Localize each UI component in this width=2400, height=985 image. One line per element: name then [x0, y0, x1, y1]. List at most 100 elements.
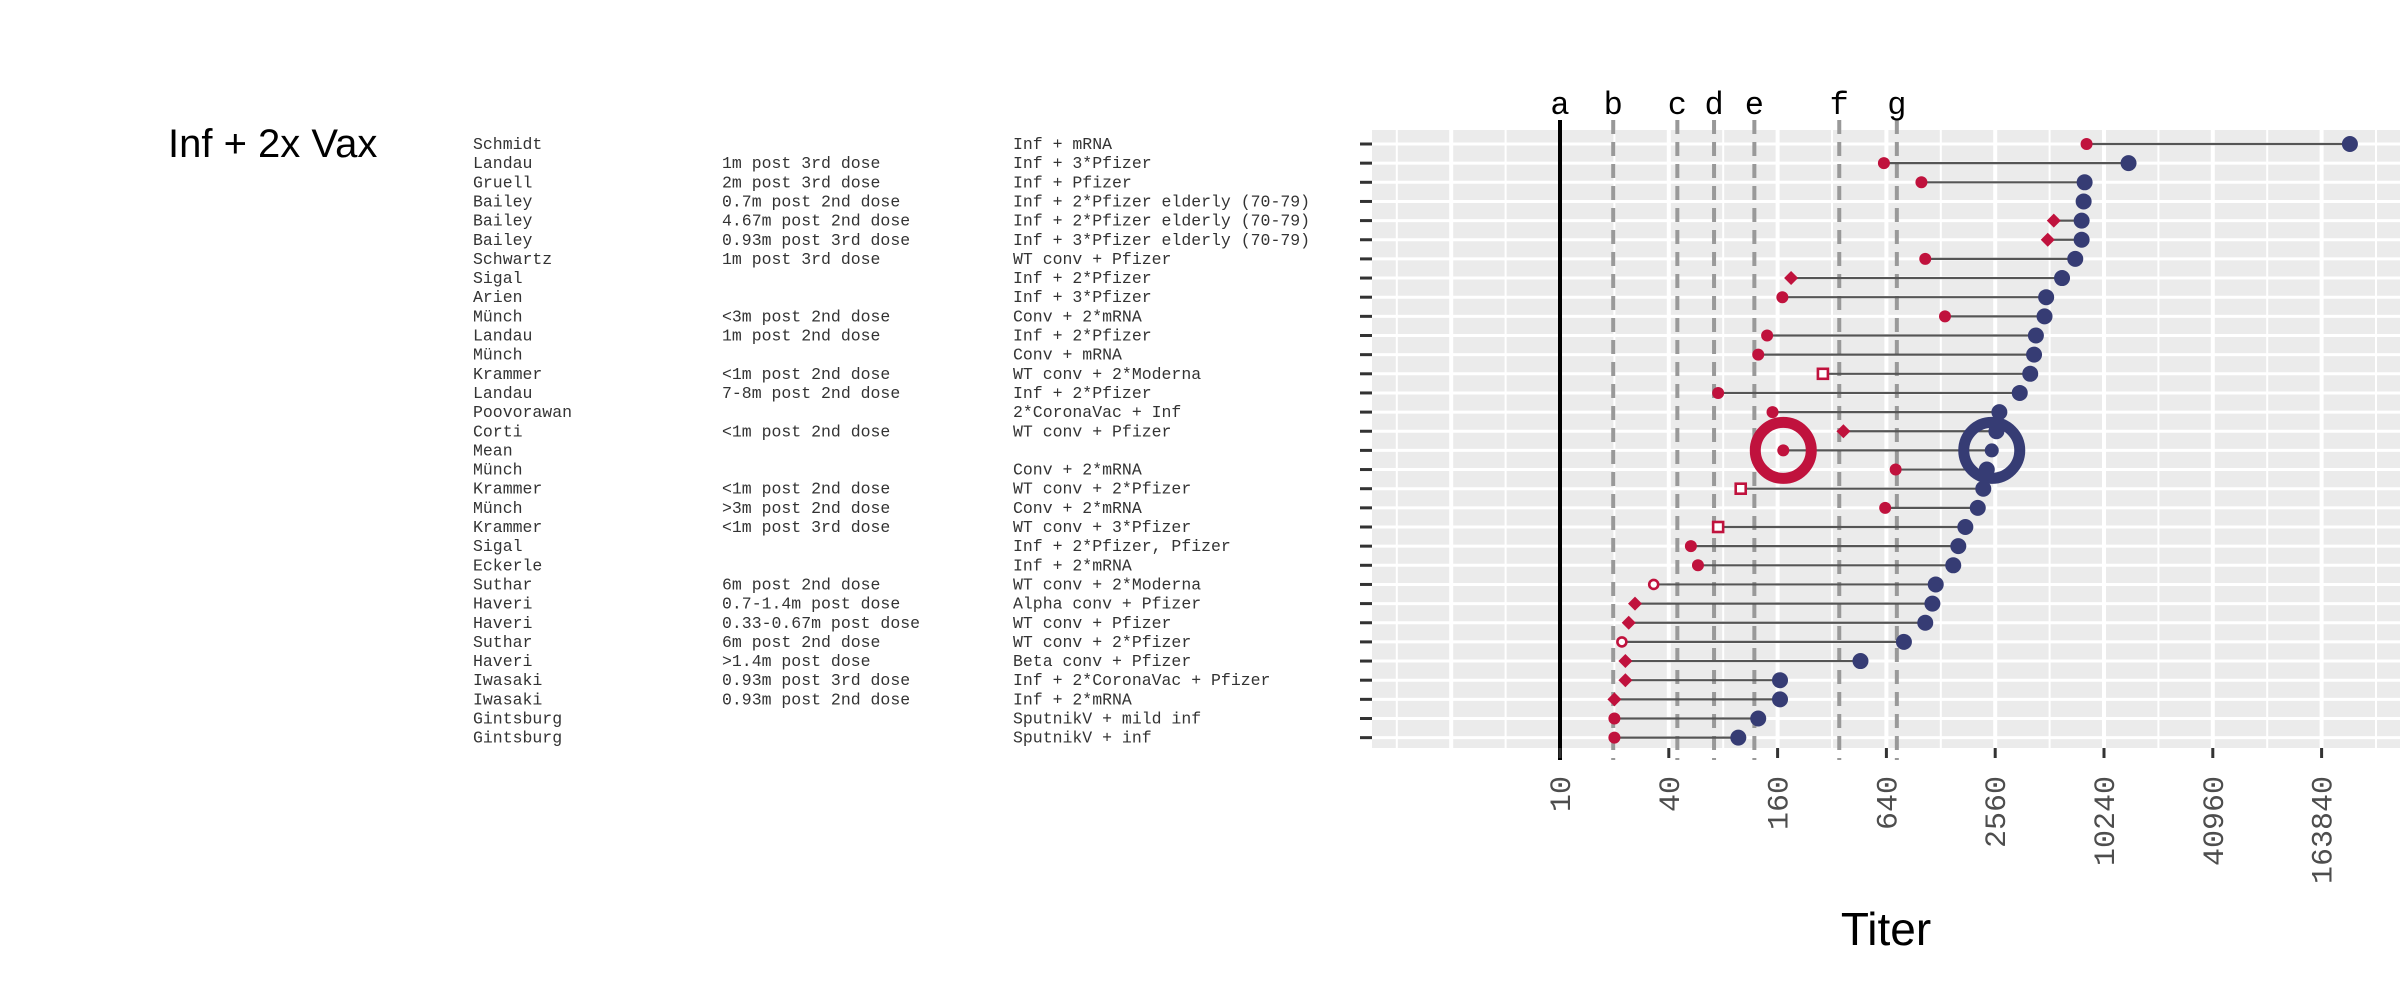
wt-point [1957, 519, 1974, 535]
row-label-study: Suthar [473, 633, 532, 652]
row-label-study: Landau [473, 384, 532, 403]
reference-line-label: e [1745, 87, 1764, 124]
wt-point [2120, 155, 2137, 172]
row-label-study: Mean [473, 441, 513, 460]
wt-point [2054, 270, 2071, 287]
reference-line-label: a [1550, 87, 1569, 124]
omicron-point [1761, 329, 1774, 342]
wt-point [1895, 633, 1912, 650]
omicron-point [1608, 712, 1621, 725]
wt-point [2075, 193, 2092, 210]
omicron-point [1627, 596, 1642, 611]
x-axis-title: Titer [1841, 903, 1931, 955]
reference-line-label: d [1704, 87, 1723, 124]
row-label-group: Inf + 2*Pfizer, Pfizer [1013, 537, 1231, 556]
row-label-study: Gintsburg [473, 729, 562, 748]
row-label-timing: 0.93m post 3rd dose [722, 231, 910, 250]
wt-point [2067, 250, 2084, 267]
row-label-study: Suthar [473, 575, 532, 594]
row-label-study: Iwasaki [473, 671, 542, 690]
row-label-study: Gintsburg [473, 710, 562, 729]
omicron-point [2046, 213, 2061, 228]
row-label-timing: <1m post 2nd dose [722, 422, 890, 441]
row-label-group: Inf + 2*Pfizer [1013, 384, 1152, 403]
row-label-study: Münch [473, 499, 523, 518]
chart-title: Inf + 2x Vax [168, 122, 377, 166]
mean-omicron-ring [1749, 416, 1817, 484]
x-tick-label: 160 [1764, 776, 1798, 830]
row-label-group: SputnikV + mild inf [1013, 710, 1201, 729]
omicron-point [1752, 348, 1765, 361]
wt-point [1945, 557, 1962, 574]
row-label-group: Inf + Pfizer [1013, 173, 1132, 192]
omicron-point [1621, 615, 1636, 630]
row-label-study: Bailey [473, 212, 533, 231]
row-label-timing: 6m post 2nd dose [722, 633, 880, 652]
wt-point [1917, 614, 1934, 631]
row-label-timing: >3m post 2nd dose [722, 499, 890, 518]
row-label-timing: 0.7-1.4m post dose [722, 595, 900, 614]
wt-point [2076, 174, 2093, 191]
omicron-point [1691, 559, 1704, 572]
omicron-point [1618, 654, 1633, 669]
row-label-group: Conv + mRNA [1013, 346, 1122, 365]
row-label-group: WT conv + 3*Pfizer [1013, 518, 1191, 537]
row-label-timing: <3m post 2nd dose [722, 307, 890, 326]
row-label-timing: 1m post 3rd dose [722, 154, 880, 173]
row-label-study: Eckerle [473, 556, 542, 575]
row-label-study: Arien [473, 288, 523, 307]
row-label-timing: <1m post 2nd dose [722, 365, 890, 384]
row-label-study: Haveri [473, 614, 533, 633]
wt-point [1975, 480, 1992, 497]
row-label-study: Haveri [473, 595, 533, 614]
wt-point [1750, 710, 1767, 727]
wt-point [1730, 729, 1747, 746]
x-tick-label: 163840 [2308, 776, 2342, 884]
omicron-point [2080, 138, 2093, 150]
row-label-study: Landau [473, 327, 532, 346]
row-label-group: Inf + 3*Pfizer [1013, 288, 1152, 307]
row-label-group: Inf + 2*Pfizer [1013, 327, 1152, 346]
reference-line-label: b [1604, 87, 1623, 124]
omicron-point [1607, 692, 1622, 707]
row-label-timing: 2m post 3rd dose [722, 173, 880, 192]
row-label-group: SputnikV + inf [1013, 729, 1152, 748]
x-tick-label: 10240 [2090, 776, 2124, 866]
reference-line-label: g [1887, 87, 1906, 124]
row-label-study: Münch [473, 307, 523, 326]
omicron-point [1711, 520, 1725, 534]
mean-omicron-point [1777, 444, 1790, 457]
row-label-timing: 1m post 2nd dose [722, 327, 880, 346]
row-label-study: Bailey [473, 231, 533, 250]
row-label-study: Krammer [473, 518, 542, 537]
row-label-timing: 6m post 2nd dose [722, 575, 880, 594]
row-label-study: Iwasaki [473, 690, 542, 709]
reference-line-label: f [1830, 87, 1849, 124]
omicron-point [1816, 367, 1830, 381]
wt-point [2038, 289, 2055, 306]
mean-wt-point [1984, 443, 1999, 458]
omicron-point [2040, 232, 2055, 247]
row-label-study: Sigal [473, 269, 523, 288]
omicron-point [1647, 578, 1660, 591]
row-label-study: Sigal [473, 537, 523, 556]
omicron-point [1915, 176, 1928, 189]
row-label-study: Krammer [473, 480, 542, 499]
row-label-group: Beta conv + Pfizer [1013, 652, 1191, 671]
wt-point [2341, 136, 2358, 152]
wt-point [2022, 365, 2039, 382]
row-label-group: Alpha conv + Pfizer [1013, 595, 1201, 614]
row-label-timing: 0.93m post 2nd dose [722, 690, 910, 709]
row-label-group: WT conv + 2*Pfizer [1013, 633, 1191, 652]
omicron-point [1618, 673, 1633, 688]
omicron-point [1608, 731, 1621, 744]
omicron-point [1938, 310, 1951, 323]
omicron-point [1734, 482, 1748, 496]
row-label-study: Poovorawan [473, 403, 572, 422]
row-label-study: Münch [473, 461, 523, 480]
omicron-point [1766, 406, 1779, 419]
wt-point [2036, 308, 2053, 325]
row-label-timing: 0.33-0.67m post dose [722, 614, 920, 633]
row-label-group: Inf + 3*Pfizer elderly (70-79) [1013, 231, 1310, 250]
wt-point [1772, 691, 1789, 708]
